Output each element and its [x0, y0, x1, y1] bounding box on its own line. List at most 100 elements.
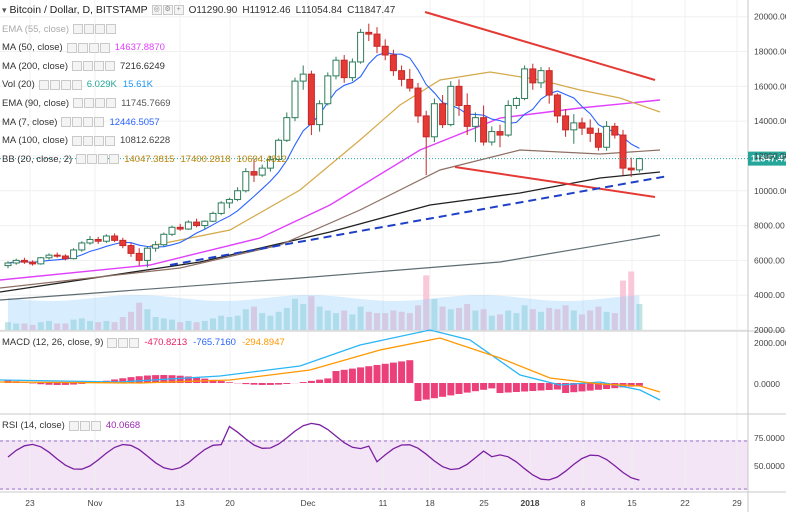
close-icon[interactable] — [95, 24, 105, 34]
candle-body — [5, 263, 11, 266]
visibility-icon[interactable] — [69, 421, 79, 431]
candle-body — [153, 245, 159, 248]
settings-icon[interactable] — [84, 98, 94, 108]
macd-histogram-bar — [62, 383, 69, 385]
macd-histogram-bar — [464, 383, 471, 393]
y-tick-label: 2000.00 — [754, 325, 785, 335]
indicator-label[interactable]: MA (100, close) — [2, 135, 68, 146]
settings-icon[interactable] — [50, 80, 60, 90]
rsi-title[interactable]: RSI (14, close) — [2, 420, 65, 431]
close-icon[interactable] — [89, 43, 99, 53]
close-icon[interactable] — [98, 154, 108, 164]
candle-body — [38, 258, 44, 264]
candle-body — [546, 71, 552, 95]
candle-body — [251, 172, 257, 175]
rsi-controls — [69, 421, 101, 431]
indicator-label[interactable]: MA (7, close) — [2, 117, 57, 128]
more-icon[interactable] — [100, 43, 110, 53]
symbol-header: ▾ Bitcoin / Dollar, D, BITSTAMP ◎⚙+ O112… — [2, 3, 400, 17]
close-icon[interactable] — [94, 136, 104, 146]
settings-icon[interactable] — [78, 43, 88, 53]
candle-body — [284, 118, 290, 141]
macd-legend: MACD (12, 26, close, 9) -470.8213 -765.7… — [2, 337, 291, 348]
visibility-icon[interactable] — [73, 24, 83, 34]
candle-body — [308, 74, 314, 124]
candle-body — [128, 246, 134, 254]
settings-icon[interactable] — [84, 24, 94, 34]
macd-histogram-bar — [365, 366, 372, 383]
settings-icon[interactable] — [83, 136, 93, 146]
close-icon[interactable] — [95, 98, 105, 108]
x-tick-label: 8 — [581, 498, 586, 508]
more-icon[interactable] — [72, 80, 82, 90]
visibility-icon[interactable] — [107, 338, 117, 348]
visibility-icon[interactable] — [76, 154, 86, 164]
indicator-value: 14637.8870 — [115, 42, 165, 53]
more-icon[interactable] — [106, 24, 116, 34]
indicator-label[interactable]: MA (50, close) — [2, 42, 63, 53]
collapse-arrow-icon[interactable]: ▾ — [2, 5, 7, 16]
visibility-icon[interactable] — [72, 136, 82, 146]
more-icon[interactable] — [109, 154, 119, 164]
candle-body — [423, 116, 429, 137]
more-icon[interactable] — [105, 61, 115, 71]
candle-body — [218, 203, 224, 213]
candle-body — [259, 168, 265, 175]
indicator-label[interactable]: EMA (90, close) — [2, 98, 69, 109]
macd-histogram-bar — [439, 383, 446, 397]
macd-title[interactable]: MACD (12, 26, close, 9) — [2, 337, 103, 348]
open-value: O11290.90 — [189, 5, 238, 16]
candle-body — [177, 227, 183, 229]
candle-body — [235, 191, 241, 200]
indicator-label[interactable]: BB (20, close, 2) — [2, 154, 72, 165]
visibility-icon[interactable] — [67, 43, 77, 53]
add-icon[interactable]: + — [174, 5, 184, 15]
more-icon[interactable] — [106, 98, 116, 108]
candle-body — [390, 55, 396, 71]
candle-body — [161, 234, 167, 244]
high-value: H11912.46 — [242, 5, 290, 16]
candle-body — [349, 62, 355, 78]
indicator-controls — [72, 61, 115, 71]
visibility-icon[interactable] — [72, 61, 82, 71]
symbol-title[interactable]: Bitcoin / Dollar, D, BITSTAMP — [10, 4, 148, 16]
macd-histogram-bar — [349, 369, 356, 383]
macd-histogram-bar — [357, 367, 364, 383]
close-icon[interactable] — [61, 80, 71, 90]
indicator-value: 14047.3815 — [124, 154, 174, 165]
candle-body — [87, 239, 93, 242]
more-icon[interactable] — [105, 136, 115, 146]
candle-body — [112, 236, 118, 240]
visibility-icon[interactable] — [39, 80, 49, 90]
settings-icon[interactable]: ⚙ — [163, 5, 173, 15]
visibility-icon[interactable] — [61, 117, 71, 127]
macd-histogram-bar — [546, 383, 553, 390]
more-icon[interactable] — [94, 117, 104, 127]
macd-histogram-bar — [242, 383, 249, 384]
indicator-value: 7216.6249 — [120, 61, 165, 72]
close-icon[interactable] — [129, 338, 139, 348]
candle-body — [481, 118, 487, 142]
candle-body — [79, 243, 85, 250]
close-icon[interactable] — [94, 61, 104, 71]
settings-icon[interactable] — [83, 61, 93, 71]
visibility-icon[interactable] — [73, 98, 83, 108]
settings-icon[interactable] — [118, 338, 128, 348]
indicator-label[interactable]: EMA (55, close) — [2, 24, 69, 35]
indicator-legend-row: MA (200, close) 7216.6249 — [2, 59, 171, 73]
indicator-label[interactable]: Vol (20) — [2, 79, 35, 90]
candle-body — [628, 168, 634, 170]
settings-icon[interactable] — [72, 117, 82, 127]
indicator-label[interactable]: MA (200, close) — [2, 61, 68, 72]
settings-icon[interactable] — [87, 154, 97, 164]
candle-body — [563, 116, 569, 130]
close-icon[interactable] — [83, 117, 93, 127]
macd-histogram-bar — [37, 383, 44, 384]
visibility-icon[interactable]: ◎ — [152, 5, 162, 15]
close-icon[interactable] — [91, 421, 101, 431]
macd-histogram-bar — [308, 381, 315, 383]
settings-icon[interactable] — [80, 421, 90, 431]
candle-body — [46, 255, 52, 258]
macd-histogram-bar — [46, 383, 53, 385]
macd-histogram-bar — [275, 383, 282, 385]
